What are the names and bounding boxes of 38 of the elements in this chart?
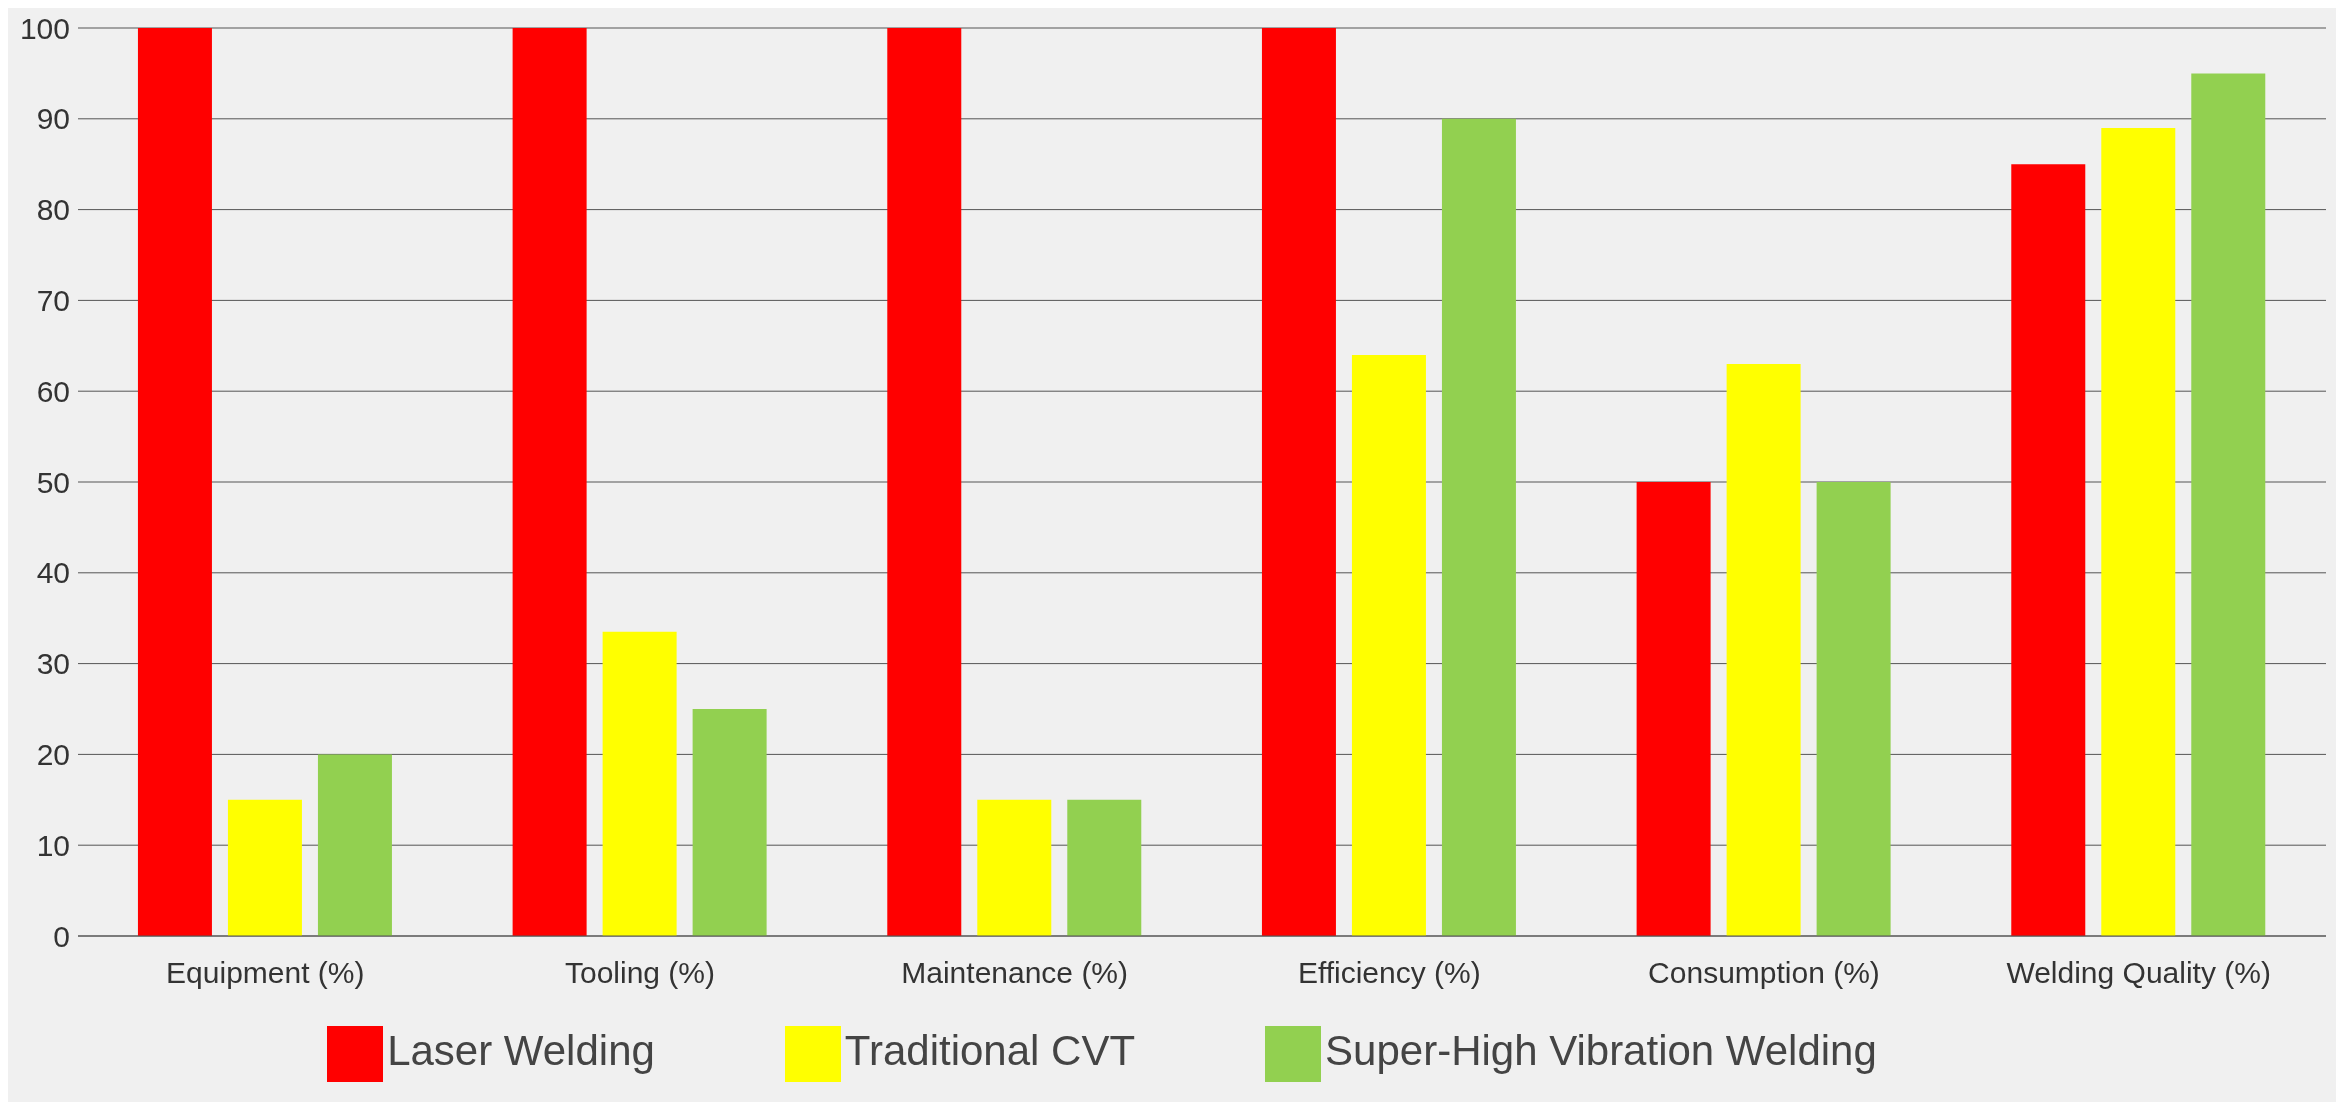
bar bbox=[1351, 354, 1426, 936]
bar bbox=[2191, 73, 2266, 936]
y-tick-label: 100 bbox=[19, 11, 70, 45]
bar bbox=[1726, 363, 1801, 936]
bar bbox=[227, 799, 302, 936]
x-tick-label: Equipment (%) bbox=[166, 956, 365, 990]
y-tick-label: 30 bbox=[36, 647, 70, 681]
bar bbox=[692, 709, 767, 936]
bar bbox=[1636, 482, 1711, 936]
bar bbox=[1816, 482, 1891, 936]
x-tick-label: Welding Quality (%) bbox=[2006, 956, 2271, 990]
y-tick-label: 10 bbox=[36, 828, 70, 862]
y-tick-label: 90 bbox=[36, 102, 70, 136]
bar bbox=[2011, 164, 2086, 936]
y-tick-label: 0 bbox=[53, 919, 70, 953]
bar bbox=[317, 754, 392, 936]
bar bbox=[1261, 28, 1336, 936]
bar bbox=[602, 631, 677, 936]
y-tick-label: 20 bbox=[36, 738, 70, 772]
x-tick-label: Efficiency (%) bbox=[1297, 956, 1481, 990]
x-tick-label: Consumption (%) bbox=[1648, 956, 1880, 990]
legend-label: Super-High Vibration Welding bbox=[1325, 1027, 1877, 1075]
y-tick-label: 70 bbox=[36, 284, 70, 318]
bar bbox=[2101, 127, 2176, 936]
y-tick-label: 40 bbox=[36, 556, 70, 590]
legend-label: Laser Welding bbox=[387, 1027, 655, 1075]
y-tick-label: 80 bbox=[36, 193, 70, 227]
bar bbox=[137, 28, 212, 936]
legend-label: Traditional CVT bbox=[844, 1027, 1136, 1075]
y-tick-label: 60 bbox=[36, 374, 70, 408]
bar bbox=[977, 799, 1052, 936]
bar bbox=[512, 28, 587, 936]
x-tick-label: Tooling (%) bbox=[564, 956, 716, 990]
bar bbox=[887, 28, 962, 936]
x-tick-label: Maintenance (%) bbox=[901, 956, 1129, 990]
bar bbox=[1067, 799, 1142, 936]
bar bbox=[1441, 118, 1516, 936]
y-tick-label: 50 bbox=[36, 465, 70, 499]
